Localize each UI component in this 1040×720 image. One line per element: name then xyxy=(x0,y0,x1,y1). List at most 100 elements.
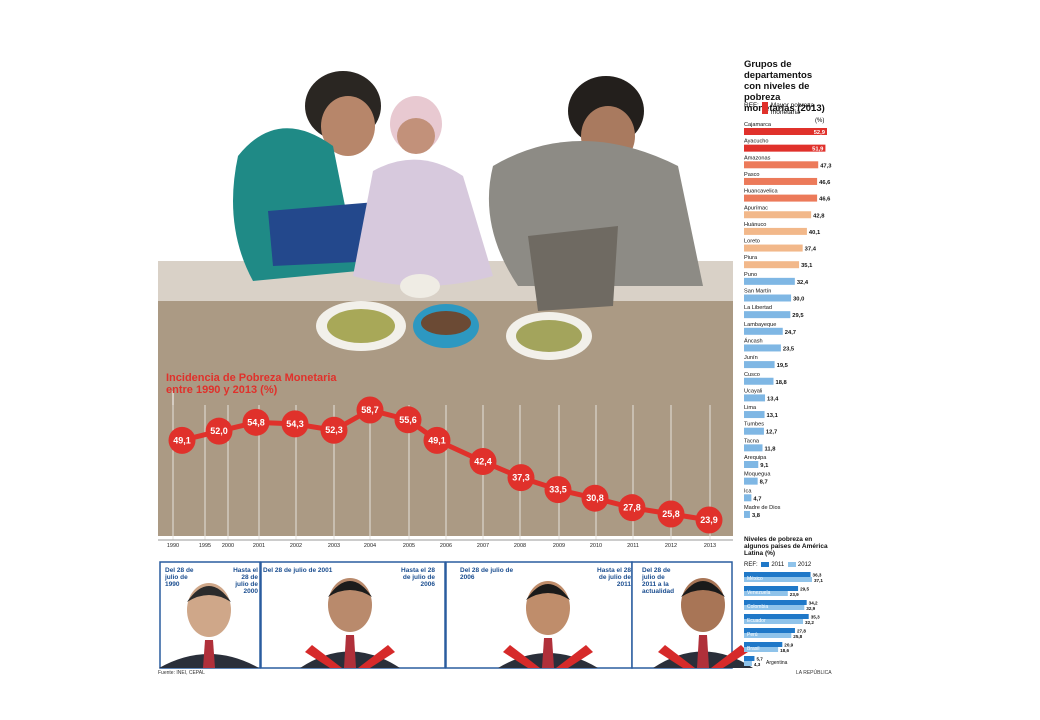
dept-value-9: 32,4 xyxy=(797,280,809,286)
dept-name-19: Tacna xyxy=(744,438,760,444)
la-bar-2011-3 xyxy=(744,614,809,619)
dept-name-2: Amazonas xyxy=(744,155,771,161)
dept-name-3: Pasco xyxy=(744,172,760,178)
dept-value-22: 4,7 xyxy=(753,496,761,502)
dept-bar-16 xyxy=(744,394,766,402)
dept-bar-13 xyxy=(744,344,781,352)
period-1-to: Hasta el 28 de julio de 2000 xyxy=(233,567,258,595)
dept-bar-12 xyxy=(744,327,783,335)
dept-bar-18 xyxy=(744,427,764,435)
dept-bar-14 xyxy=(744,361,775,369)
timeline-title: Tiempo de gobierno xyxy=(166,552,248,562)
dept-bar-10 xyxy=(744,294,792,302)
dept-value-19: 11,8 xyxy=(765,446,777,452)
dept-bar-3 xyxy=(744,177,818,185)
dept-bar-4 xyxy=(744,194,818,202)
dept-bar-21 xyxy=(744,477,758,485)
dept-value-7: 37,4 xyxy=(805,247,817,253)
dept-value-0: 52,9 xyxy=(814,130,826,136)
children-illustration xyxy=(158,71,733,536)
dept-bar-0 xyxy=(744,128,827,135)
la-bar-2012-1 xyxy=(744,591,788,596)
dept-name-17: Lima xyxy=(744,405,757,411)
dept-value-23: 3,8 xyxy=(752,513,761,519)
period-4-from: Del 28 de julio de 2011 a la actualidad xyxy=(642,567,675,595)
la-country-2: Colombia xyxy=(747,604,768,610)
dept-value-20: 9,1 xyxy=(760,463,769,469)
la-legend: REF: 2011 2012 xyxy=(744,562,811,568)
la-legend-ref: REF: xyxy=(744,562,758,569)
la-value-2012-5: 18,6 xyxy=(780,648,789,653)
la-bar-2012-3 xyxy=(744,619,804,624)
dept-bar-5 xyxy=(744,211,812,219)
la-value-2012-3: 32,2 xyxy=(805,620,814,625)
la-bar-2012-0 xyxy=(744,577,812,582)
dept-value-17: 13,1 xyxy=(767,413,779,419)
dept-bar-11 xyxy=(744,311,791,319)
line-chart-title: Incidencia de Pobreza Monetaria entre 19… xyxy=(166,372,337,396)
dept-legend-swatch xyxy=(761,102,768,114)
dept-name-18: Tumbes xyxy=(744,422,764,428)
la-legend-swatch-2011 xyxy=(761,562,770,567)
la-value-2011-5: 20,9 xyxy=(784,643,793,648)
dept-value-2: 47,3 xyxy=(820,163,832,169)
la-bar-2011-5 xyxy=(744,642,783,647)
la-bar-2012-5 xyxy=(744,647,779,652)
la-bar-2011-4 xyxy=(744,628,795,633)
dept-name-15: Cusco xyxy=(744,372,760,378)
dept-chart-title: Grupos de departamentos con niveles de p… xyxy=(744,59,825,114)
la-chart-title: Niveles de pobreza en algunos países de … xyxy=(744,536,828,557)
dept-name-5: Apurímac xyxy=(744,205,768,211)
la-bar-2011-0 xyxy=(744,572,811,577)
la-value-2011-0: 36,3 xyxy=(813,573,822,578)
dept-name-6: Huánuco xyxy=(744,222,766,228)
dept-name-0: Cajamarca xyxy=(744,122,772,128)
dept-value-1: 51,9 xyxy=(812,147,824,153)
la-value-2012-6: 4,3 xyxy=(754,662,761,667)
dept-name-8: Piura xyxy=(744,255,758,261)
la-value-2011-3: 35,3 xyxy=(811,615,820,620)
dept-value-6: 40,1 xyxy=(809,230,821,236)
hero-photo xyxy=(158,36,733,536)
dept-bar-8 xyxy=(744,261,800,269)
dept-name-14: Junín xyxy=(744,355,758,361)
dept-bar-19 xyxy=(744,444,763,452)
dept-name-4: Huancavelica xyxy=(744,189,778,195)
la-bar-2011-6 xyxy=(744,656,755,661)
dept-name-7: Loreto xyxy=(744,239,760,245)
dept-legend-label: Mayor pobreza monetaria xyxy=(770,102,815,116)
la-legend-2011: 2011 xyxy=(771,562,785,569)
dept-name-12: Lambayeque xyxy=(744,322,776,328)
period-2-from: Del 28 de julio de 2001 xyxy=(263,567,333,574)
dept-name-9: Puno xyxy=(744,272,757,278)
la-value-2012-0: 37,1 xyxy=(814,578,823,583)
period-2-to: Hasta el 28 de julio de 2006 xyxy=(401,567,435,588)
dept-value-8: 35,1 xyxy=(801,263,813,269)
la-bar-2012-4 xyxy=(744,633,792,638)
la-bar-2012-6 xyxy=(744,661,752,666)
la-value-2012-4: 25,8 xyxy=(793,634,802,639)
dept-bar-15 xyxy=(744,377,774,385)
la-bar-2011-2 xyxy=(744,600,807,605)
la-legend-swatch-2012 xyxy=(787,562,796,567)
dept-value-18: 12,7 xyxy=(766,430,777,436)
dept-name-10: San Martín xyxy=(744,289,771,295)
la-country-4: Perú xyxy=(747,632,758,638)
dept-value-12: 24,7 xyxy=(785,330,796,336)
dept-legend: REF: Mayor pobreza monetaria xyxy=(744,102,826,116)
dept-value-16: 13,4 xyxy=(767,396,779,402)
dept-unit-label: (%) xyxy=(815,118,825,124)
dept-legend-ref: REF: xyxy=(744,102,759,109)
dept-bar-23 xyxy=(744,510,750,518)
dept-bar-22 xyxy=(744,494,752,502)
dept-bar-17 xyxy=(744,411,765,419)
la-country-0: México xyxy=(747,576,763,582)
la-bar-2012-2 xyxy=(744,605,805,610)
dept-name-20: Arequipa xyxy=(744,455,767,461)
la-value-2011-6: 5,7 xyxy=(756,657,763,662)
dept-name-11: La Libertad xyxy=(744,305,772,311)
dept-name-21: Moquegua xyxy=(744,472,771,478)
la-country-5: Brasil xyxy=(747,646,760,652)
dept-name-22: Ica xyxy=(744,488,752,494)
source-note: Fuente: INEI, CEPAL xyxy=(158,670,205,676)
